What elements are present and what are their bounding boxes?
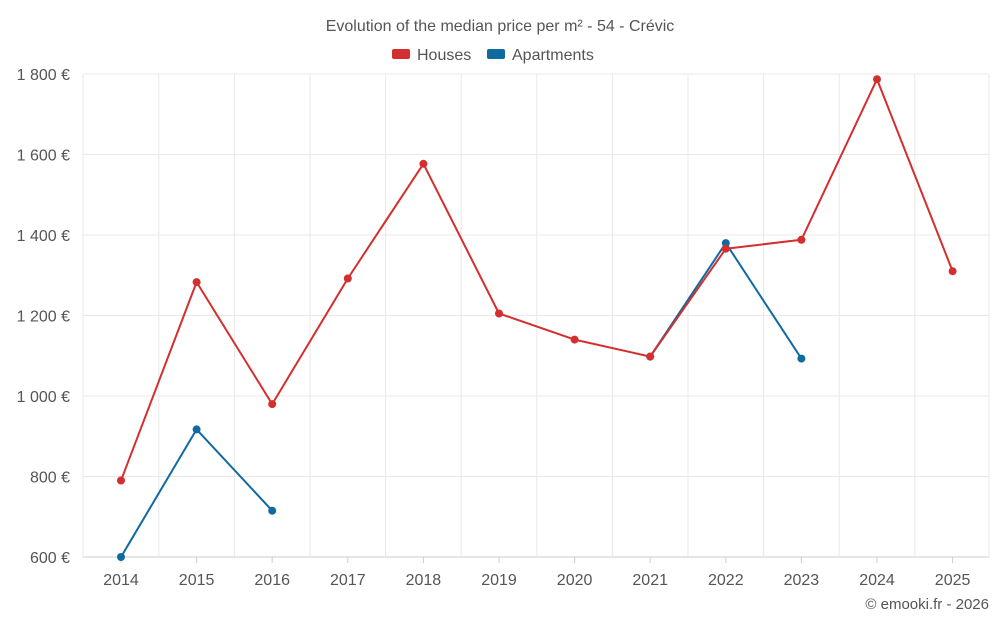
y-tick-label: 1 200 € — [17, 309, 70, 326]
y-tick-label: 1 400 € — [17, 228, 70, 245]
apartments-point[interactable] — [117, 553, 125, 561]
x-tick-label: 2025 — [935, 572, 971, 589]
legend-swatch-apartments — [487, 49, 505, 59]
legend: Houses Apartments — [392, 47, 594, 64]
legend-item-apartments[interactable]: Apartments — [487, 47, 594, 64]
x-tick-label: 2023 — [784, 572, 820, 589]
x-tick-label: 2015 — [179, 572, 215, 589]
y-tick-label: 600 € — [30, 550, 70, 567]
apartments-point[interactable] — [268, 506, 277, 515]
houses-point[interactable] — [797, 235, 806, 244]
houses-point[interactable] — [646, 352, 655, 361]
legend-swatch-houses — [392, 49, 410, 59]
x-tick-label: 2014 — [103, 572, 139, 589]
houses-series-line — [120, 78, 954, 481]
y-tick-label: 1 800 € — [17, 67, 70, 84]
legend-label-apartments: Apartments — [512, 47, 594, 64]
x-tick-label: 2019 — [481, 572, 517, 589]
chart-title: Evolution of the median price per m² - 5… — [326, 18, 675, 35]
houses-point[interactable] — [419, 159, 428, 168]
legend-item-houses[interactable]: Houses — [392, 47, 471, 64]
houses-point[interactable] — [948, 267, 957, 276]
x-tick-label: 2024 — [859, 572, 895, 589]
x-tick-label: 2021 — [632, 572, 668, 589]
y-axis-ticks: 600 € 800 € 1 000 € 1 200 € 1 400 € 1 600 € 1 … — [17, 67, 70, 567]
houses-point[interactable] — [343, 274, 352, 283]
houses-point[interactable] — [873, 75, 881, 84]
legend-label-houses: Houses — [417, 47, 471, 64]
series-points — [117, 75, 957, 561]
houses-point[interactable] — [495, 309, 503, 318]
houses-point[interactable] — [268, 400, 277, 409]
apartments-point[interactable] — [192, 425, 201, 434]
x-axis-ticks: 2014 2015 2016 2017 2018 2019 2020 2021 2022 2023… — [103, 557, 970, 589]
apartments-series-line — [120, 428, 273, 558]
x-tick-label: 2017 — [330, 572, 366, 589]
apartments-point[interactable] — [797, 354, 806, 363]
grid — [82, 73, 990, 558]
houses-point[interactable] — [570, 335, 579, 344]
houses-point[interactable] — [117, 476, 125, 485]
x-tick-label: 2016 — [254, 572, 290, 589]
x-tick-label: 2018 — [406, 572, 442, 589]
x-tick-label: 2020 — [557, 572, 593, 589]
apartments-series-line — [649, 242, 803, 360]
y-tick-label: 1 000 € — [17, 389, 70, 406]
houses-point[interactable] — [721, 244, 730, 253]
houses-point[interactable] — [192, 278, 201, 287]
y-tick-label: 1 600 € — [17, 148, 70, 165]
credit-text: © emooki.fr - 2026 — [865, 596, 989, 613]
apartments-point[interactable] — [721, 239, 730, 248]
y-tick-label: 800 € — [30, 470, 70, 487]
x-tick-label: 2022 — [708, 572, 744, 589]
